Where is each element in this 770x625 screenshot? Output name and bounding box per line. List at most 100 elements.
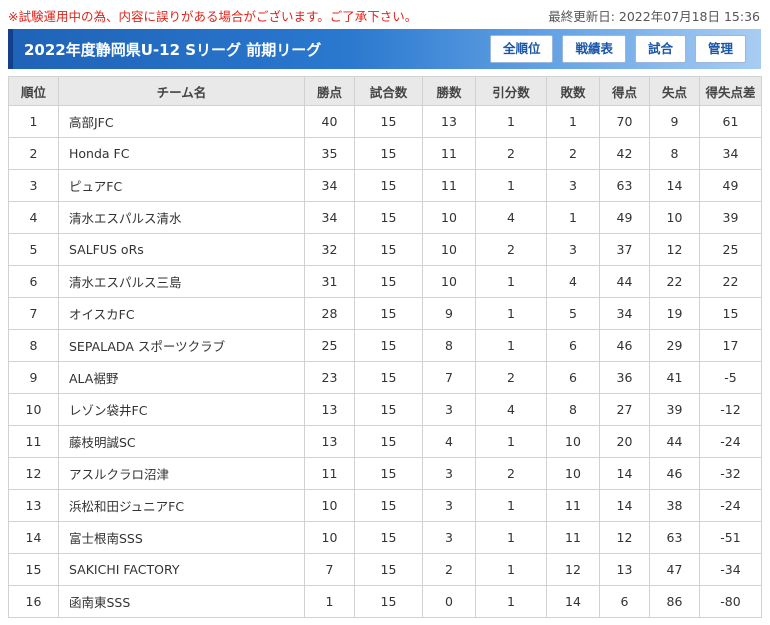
col-losses-cell: 10 bbox=[546, 457, 600, 490]
col-played-cell: 15 bbox=[354, 105, 423, 138]
col-draws-cell: 2 bbox=[475, 457, 547, 490]
col-losses-cell: 14 bbox=[546, 585, 600, 618]
league-title: 2022年度静岡県U-12 Sリーグ 前期リーグ bbox=[24, 40, 322, 59]
col-played-header: 試合数 bbox=[354, 76, 423, 106]
col-losses-cell: 10 bbox=[546, 425, 600, 458]
col-goals-for-cell: 44 bbox=[599, 265, 650, 298]
col-goal-diff-cell: 25 bbox=[699, 233, 762, 266]
col-points-cell: 31 bbox=[304, 265, 355, 298]
col-rank-cell: 2 bbox=[8, 137, 59, 170]
col-goals-for-cell: 70 bbox=[599, 105, 650, 138]
col-goal-diff-cell: 34 bbox=[699, 137, 762, 170]
col-wins-cell: 13 bbox=[422, 105, 476, 138]
col-goals-for-cell: 36 bbox=[599, 361, 650, 394]
col-goal-diff-cell: -51 bbox=[699, 521, 762, 554]
col-played-cell: 15 bbox=[354, 585, 423, 618]
col-goal-diff-cell: -32 bbox=[699, 457, 762, 490]
col-wins-cell: 8 bbox=[422, 329, 476, 362]
col-team-cell: 富士根南SSS bbox=[58, 521, 305, 554]
col-team-cell: ピュアFC bbox=[58, 169, 305, 202]
col-played-cell: 15 bbox=[354, 553, 423, 586]
col-goals-for-cell: 20 bbox=[599, 425, 650, 458]
col-losses-cell: 3 bbox=[546, 233, 600, 266]
col-losses-cell: 8 bbox=[546, 393, 600, 426]
col-goals-for-cell: 14 bbox=[599, 457, 650, 490]
matches-button[interactable]: 試合 bbox=[634, 35, 686, 63]
col-goals-against-cell: 63 bbox=[649, 521, 700, 554]
col-draws-cell: 2 bbox=[475, 233, 547, 266]
table-row: 16 函南東SSS 1 15 0 1 14 6 86 -80 bbox=[8, 585, 762, 618]
table-row: 2 Honda FC 35 15 11 2 2 42 8 34 bbox=[8, 137, 762, 170]
table-row: 4 清水エスパルス清水 34 15 10 4 1 49 10 39 bbox=[8, 201, 762, 234]
col-rank-cell: 5 bbox=[8, 233, 59, 266]
col-goal-diff-cell: 15 bbox=[699, 297, 762, 330]
last-updated: 最終更新日: 2022年07月18日 15:36 bbox=[548, 9, 760, 24]
table-row: 3 ピュアFC 34 15 11 1 3 63 14 49 bbox=[8, 169, 762, 202]
col-goals-against-cell: 47 bbox=[649, 553, 700, 586]
col-wins-cell: 3 bbox=[422, 393, 476, 426]
table-row: 1 高部JFC 40 15 13 1 1 70 9 61 bbox=[8, 105, 762, 138]
table-row: 14 富士根南SSS 10 15 3 1 11 12 63 -51 bbox=[8, 521, 762, 554]
col-rank-cell: 3 bbox=[8, 169, 59, 202]
col-team-cell: SAKICHI FACTORY bbox=[58, 553, 305, 586]
all-rankings-button[interactable]: 全順位 bbox=[489, 35, 554, 63]
col-goals-against-cell: 9 bbox=[649, 105, 700, 138]
col-team-cell: 浜松和田ジュニアFC bbox=[58, 489, 305, 522]
table-row: 12 アスルクラロ沼津 11 15 3 2 10 14 46 -32 bbox=[8, 457, 762, 490]
col-points-cell: 1 bbox=[304, 585, 355, 618]
col-goals-for-cell: 37 bbox=[599, 233, 650, 266]
admin-button[interactable]: 管理 bbox=[694, 35, 746, 63]
standings-table: 順位 チーム名 勝点 試合数 勝数 引分数 敗数 得点 失点 得失点差 1 高部JFC 40 15 13 1… bbox=[8, 76, 762, 618]
col-points-cell: 32 bbox=[304, 233, 355, 266]
col-rank-cell: 14 bbox=[8, 521, 59, 554]
col-points-cell: 35 bbox=[304, 137, 355, 170]
table-header-row: 順位 チーム名 勝点 試合数 勝数 引分数 敗数 得点 失点 得失点差 bbox=[8, 76, 762, 106]
col-goal-diff-cell: 17 bbox=[699, 329, 762, 362]
col-played-cell: 15 bbox=[354, 457, 423, 490]
col-losses-cell: 6 bbox=[546, 361, 600, 394]
col-points-cell: 13 bbox=[304, 425, 355, 458]
col-goals-for-cell: 14 bbox=[599, 489, 650, 522]
col-goals-against-cell: 86 bbox=[649, 585, 700, 618]
results-table-button[interactable]: 戦績表 bbox=[562, 35, 626, 63]
trial-notice: ※試験運用中の為、内容に誤りがある場合がございます。ご了承下さい。 bbox=[8, 9, 418, 24]
col-played-cell: 15 bbox=[354, 425, 423, 458]
col-points-cell: 13 bbox=[304, 393, 355, 426]
col-played-cell: 15 bbox=[354, 137, 423, 170]
col-team-cell: 函南東SSS bbox=[58, 585, 305, 618]
col-team-cell: SALFUS oRs bbox=[58, 233, 305, 266]
col-team-cell: オイスカFC bbox=[58, 297, 305, 330]
col-goal-diff-cell: -34 bbox=[699, 553, 762, 586]
col-goals-against-cell: 10 bbox=[649, 201, 700, 234]
col-rank-header: 順位 bbox=[8, 76, 59, 106]
col-wins-cell: 3 bbox=[422, 457, 476, 490]
col-goals-against-cell: 8 bbox=[649, 137, 700, 170]
col-rank-cell: 6 bbox=[8, 265, 59, 298]
col-goals-for-cell: 63 bbox=[599, 169, 650, 202]
col-points-cell: 10 bbox=[304, 489, 355, 522]
col-losses-cell: 12 bbox=[546, 553, 600, 586]
col-wins-cell: 2 bbox=[422, 553, 476, 586]
col-draws-cell: 2 bbox=[475, 137, 547, 170]
col-wins-cell: 10 bbox=[422, 233, 476, 266]
col-team-cell: Honda FC bbox=[58, 137, 305, 170]
col-played-cell: 15 bbox=[354, 297, 423, 330]
col-wins-cell: 11 bbox=[422, 137, 476, 170]
col-wins-cell: 10 bbox=[422, 201, 476, 234]
col-team-cell: 藤枝明誠SC bbox=[58, 425, 305, 458]
col-played-cell: 15 bbox=[354, 361, 423, 394]
table-row: 6 清水エスパルス三島 31 15 10 1 4 44 22 22 bbox=[8, 265, 762, 298]
col-goals-against-cell: 41 bbox=[649, 361, 700, 394]
col-points-cell: 34 bbox=[304, 169, 355, 202]
col-team-cell: 清水エスパルス三島 bbox=[58, 265, 305, 298]
col-losses-cell: 2 bbox=[546, 137, 600, 170]
col-rank-cell: 7 bbox=[8, 297, 59, 330]
col-draws-cell: 1 bbox=[475, 521, 547, 554]
col-wins-cell: 10 bbox=[422, 265, 476, 298]
col-goals-against-cell: 39 bbox=[649, 393, 700, 426]
col-goals-against-cell: 22 bbox=[649, 265, 700, 298]
table-row: 15 SAKICHI FACTORY 7 15 2 1 12 13 47 -34 bbox=[8, 553, 762, 586]
col-rank-cell: 4 bbox=[8, 201, 59, 234]
col-goals-for-cell: 27 bbox=[599, 393, 650, 426]
col-goal-diff-cell: 61 bbox=[699, 105, 762, 138]
